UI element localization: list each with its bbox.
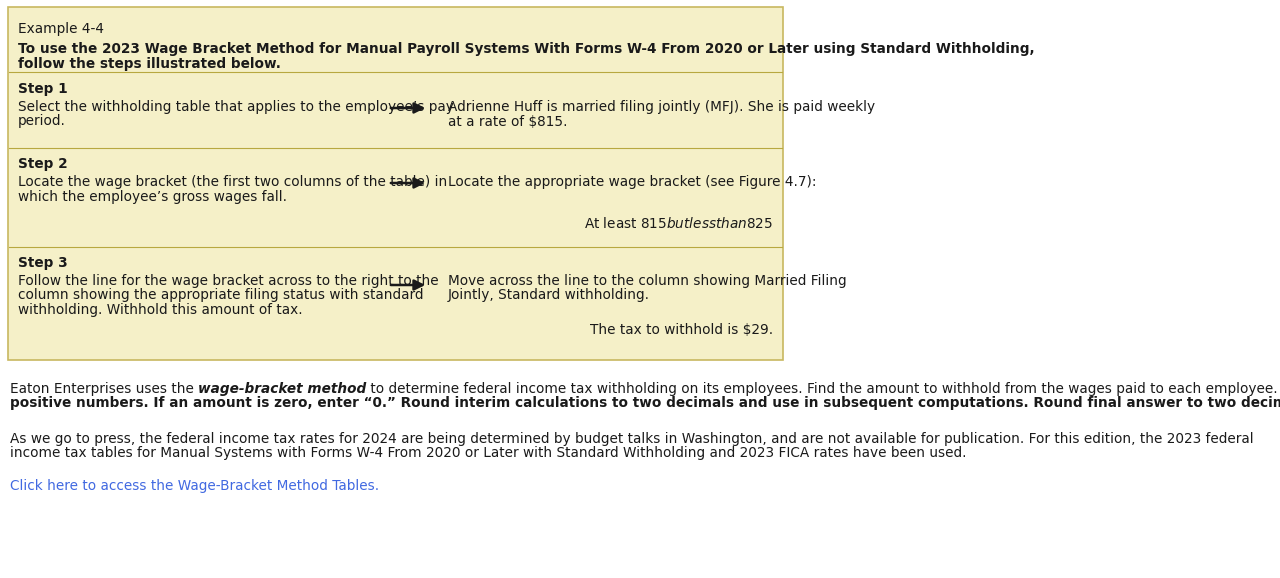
Text: As we go to press, the federal income tax rates for 2024 are being determined by: As we go to press, the federal income ta… — [10, 432, 1253, 446]
Text: At least $815 but less than $825: At least $815 but less than $825 — [584, 216, 773, 231]
Text: withholding. Withhold this amount of tax.: withholding. Withhold this amount of tax… — [18, 303, 302, 317]
Text: Select the withholding table that applies to the employee’s pay: Select the withholding table that applie… — [18, 100, 454, 114]
Text: Step 2: Step 2 — [18, 157, 68, 171]
Text: Jointly, Standard withholding.: Jointly, Standard withholding. — [448, 288, 650, 302]
Text: to determine federal income tax withholding on its employees. Find the amount to: to determine federal income tax withhold… — [366, 382, 1280, 396]
Text: income tax tables for Manual Systems with Forms W-4 From 2020 or Later with Stan: income tax tables for Manual Systems wit… — [10, 446, 966, 460]
Text: which the employee’s gross wages fall.: which the employee’s gross wages fall. — [18, 190, 287, 203]
Text: Move across the line to the column showing Married Filing: Move across the line to the column showi… — [448, 274, 846, 288]
Text: Locate the wage bracket (the first two columns of the table) in: Locate the wage bracket (the first two c… — [18, 175, 447, 189]
Text: Click here to access the Wage-Bracket Method Tables.: Click here to access the Wage-Bracket Me… — [10, 479, 379, 493]
Text: Locate the appropriate wage bracket (see Figure 4.7):: Locate the appropriate wage bracket (see… — [448, 175, 817, 189]
Text: follow the steps illustrated below.: follow the steps illustrated below. — [18, 57, 280, 71]
Text: Step 1: Step 1 — [18, 82, 68, 96]
Text: To use the 2023 Wage Bracket Method for Manual Payroll Systems With Forms W-4 Fr: To use the 2023 Wage Bracket Method for … — [18, 42, 1034, 56]
Text: Eaton Enterprises uses the: Eaton Enterprises uses the — [10, 382, 198, 396]
FancyBboxPatch shape — [8, 7, 783, 360]
Text: Follow the line for the wage bracket across to the right to the: Follow the line for the wage bracket acr… — [18, 274, 439, 288]
Text: Step 3: Step 3 — [18, 256, 68, 270]
Text: Adrienne Huff is married filing jointly (MFJ). She is paid weekly: Adrienne Huff is married filing jointly … — [448, 100, 876, 114]
Text: wage-bracket method: wage-bracket method — [198, 382, 366, 396]
Text: positive numbers. If an amount is zero, enter “0.” Round interim calculations to: positive numbers. If an amount is zero, … — [10, 397, 1280, 410]
Text: at a rate of $815.: at a rate of $815. — [448, 114, 567, 128]
Text: The tax to withhold is $29.: The tax to withhold is $29. — [590, 324, 773, 338]
Text: Example 4-4: Example 4-4 — [18, 22, 104, 36]
Text: column showing the appropriate filing status with standard: column showing the appropriate filing st… — [18, 288, 424, 302]
Text: period.: period. — [18, 114, 65, 128]
